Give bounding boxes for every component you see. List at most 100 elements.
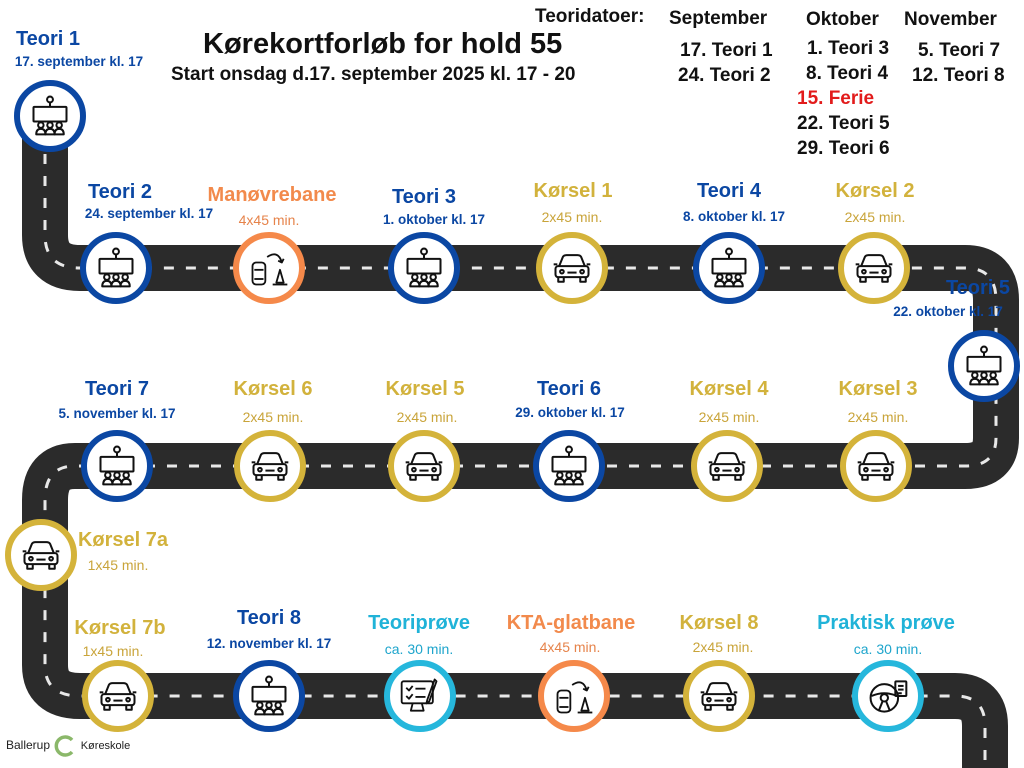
step-korsel1-node <box>536 232 608 304</box>
step-manovre-duration: 4x45 min. <box>238 212 300 228</box>
step-korsel7a-node <box>5 519 77 591</box>
step-korsel2-duration: 2x45 min. <box>844 209 906 225</box>
step-teori7-date: 5. november kl. 17 <box>58 406 176 421</box>
step-korsel2-label: Kørsel 2 <box>835 180 915 202</box>
step-teori5-date: 22. oktober kl. 17 <box>893 304 1003 319</box>
step-teori2-date: 24. september kl. 17 <box>84 206 214 221</box>
schedule-oktober-item: 1. Teori 3 <box>807 38 890 59</box>
step-teori8-node <box>233 660 305 732</box>
step-praktisk-label: Praktisk prøve <box>817 612 955 634</box>
classroom-icon <box>95 444 139 488</box>
cone-maneuver-icon <box>247 246 291 290</box>
step-teori2-label: Teori 2 <box>87 181 153 203</box>
step-korsel7b-node <box>82 660 154 732</box>
step-korsel7b-duration: 1x45 min. <box>82 643 144 659</box>
step-korsel5-duration: 2x45 min. <box>396 409 458 425</box>
schedule-oktober-item: 8. Teori 4 <box>806 63 889 84</box>
step-korsel5-label: Kørsel 5 <box>385 378 465 400</box>
step-korsel5-node <box>388 430 460 502</box>
step-korsel6-duration: 2x45 min. <box>242 409 304 425</box>
schedule-september-heading: September <box>669 8 768 29</box>
page-subtitle: Start onsdag d.17. september 2025 kl. 17… <box>171 64 576 85</box>
classroom-icon <box>962 344 1006 388</box>
car-icon <box>705 444 749 488</box>
step-teoriprove-node <box>384 660 456 732</box>
step-praktisk-node <box>852 660 924 732</box>
step-teori6-node <box>533 430 605 502</box>
step-korsel4-duration: 2x45 min. <box>698 409 760 425</box>
step-korsel4-node <box>691 430 763 502</box>
step-teori8-date: 12. november kl. 17 <box>206 636 332 651</box>
schedule-label: Teoridatoer: <box>535 6 645 27</box>
step-teori3-date: 1. oktober kl. 17 <box>382 212 486 227</box>
step-teori6-label: Teori 6 <box>536 378 602 400</box>
step-teori4-date: 8. oktober kl. 17 <box>682 209 786 224</box>
schedule-november-heading: November <box>904 9 997 30</box>
logo-text-left: Ballerup <box>6 738 51 753</box>
step-korsel6-label: Kørsel 6 <box>233 378 313 400</box>
classroom-icon <box>94 246 138 290</box>
step-korsel7a-label: Kørsel 7a <box>77 529 169 551</box>
computer-test-icon <box>398 674 442 718</box>
classroom-icon <box>402 246 446 290</box>
step-teori4-node <box>693 232 765 304</box>
classroom-icon <box>707 246 751 290</box>
car-icon <box>854 444 898 488</box>
step-teori3-label: Teori 3 <box>391 186 457 208</box>
logo-mark-icon <box>54 735 74 757</box>
schedule-september-item: 17. Teori 1 <box>680 40 773 61</box>
car-icon <box>852 246 896 290</box>
schedule-oktober-item: 29. Teori 6 <box>797 138 890 159</box>
step-kta-node <box>538 660 610 732</box>
car-icon <box>550 246 594 290</box>
car-icon <box>248 444 292 488</box>
step-korsel8-node <box>683 660 755 732</box>
step-manovre-label: Manøvrebane <box>207 184 337 206</box>
step-korsel7b-label: Kørsel 7b <box>74 617 166 639</box>
schedule-november-item: 5. Teori 7 <box>918 40 1001 61</box>
step-teori7-label: Teori 7 <box>84 378 150 400</box>
step-teori2-node <box>80 232 152 304</box>
step-korsel8-label: Kørsel 8 <box>679 612 759 634</box>
step-teori5-label: Teori 5 <box>945 277 1011 299</box>
car-icon <box>19 533 63 577</box>
logo-text-right: Køreskole <box>80 740 131 753</box>
step-teori7-node <box>81 430 153 502</box>
car-icon <box>697 674 741 718</box>
step-teori4-label: Teori 4 <box>696 180 762 202</box>
classroom-icon <box>247 674 291 718</box>
car-icon <box>96 674 140 718</box>
step-korsel3-label: Kørsel 3 <box>838 378 918 400</box>
step-korsel7a-duration: 1x45 min. <box>87 557 149 573</box>
schedule-september-item: 24. Teori 2 <box>678 65 771 86</box>
schedule-oktober-item: 22. Teori 5 <box>797 113 890 134</box>
step-teoriprove-label: Teoriprøve <box>368 612 470 634</box>
step-korsel3-duration: 2x45 min. <box>847 409 909 425</box>
step-korsel2-node <box>838 232 910 304</box>
schedule-oktober-heading: Oktober <box>806 9 879 30</box>
steering-wheel-icon <box>866 674 910 718</box>
step-kta-duration: 4x45 min. <box>539 639 601 655</box>
step-teori3-node <box>388 232 460 304</box>
step-korsel1-label: Kørsel 1 <box>533 180 613 202</box>
step-teori1-label: Teori 1 <box>15 28 81 50</box>
step-teoriprove-duration: ca. 30 min. <box>384 641 454 657</box>
step-teori8-label: Teori 8 <box>236 607 302 629</box>
step-korsel8-duration: 2x45 min. <box>692 639 754 655</box>
step-korsel1-duration: 2x45 min. <box>541 209 603 225</box>
step-korsel4-label: Kørsel 4 <box>689 378 769 400</box>
page-title: Kørekortforløb for hold 55 <box>203 28 563 60</box>
step-manovre-node <box>233 232 305 304</box>
step-teori5-node <box>948 330 1020 402</box>
step-teori6-date: 29. oktober kl. 17 <box>515 405 625 420</box>
step-teori1-node <box>14 80 86 152</box>
classroom-icon <box>28 94 72 138</box>
logo: Ballerup Køreskole <box>6 734 130 758</box>
step-korsel3-node <box>840 430 912 502</box>
schedule-oktober-ferie: 15. Ferie <box>797 88 875 109</box>
step-teori1-date: 17. september kl. 17 <box>14 54 144 69</box>
car-icon <box>402 444 446 488</box>
step-korsel6-node <box>234 430 306 502</box>
step-kta-label: KTA-glatbane <box>506 612 636 634</box>
